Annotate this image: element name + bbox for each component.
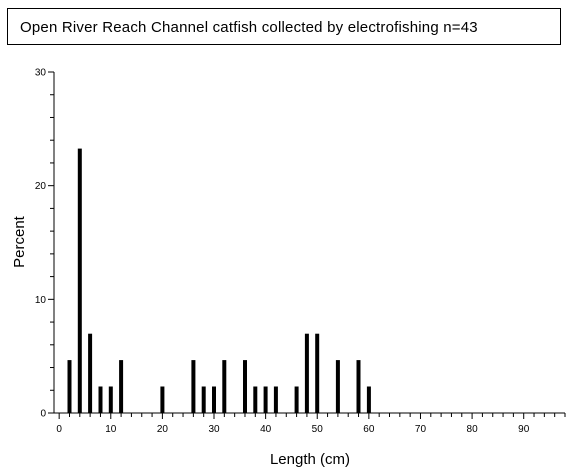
- plot-frame: [53, 72, 565, 414]
- y-tick-label: 30: [35, 68, 47, 79]
- histogram-bar: [304, 333, 309, 413]
- bar-series: [67, 148, 371, 413]
- histogram-bar: [253, 386, 258, 413]
- chart-title: Open River Reach Channel catfish collect…: [20, 19, 478, 36]
- histogram-bar: [98, 386, 103, 413]
- histogram-bar: [160, 386, 165, 413]
- histogram-bar: [222, 360, 227, 413]
- histogram-bar: [315, 333, 320, 413]
- histogram-bar: [356, 360, 361, 413]
- x-tick-label: 60: [363, 424, 375, 435]
- histogram-bar: [263, 386, 268, 413]
- histogram-bar: [212, 386, 216, 413]
- x-tick-label: 50: [312, 424, 324, 435]
- x-axis-title: Length (cm): [270, 451, 350, 468]
- histogram-bar: [108, 386, 113, 413]
- histogram-bar: [335, 360, 340, 413]
- x-axis: 0 10 20 30 40 50 60 70 80 90: [56, 413, 566, 435]
- histogram-bar: [366, 386, 371, 413]
- x-tick-label: 20: [157, 424, 169, 435]
- chart-title-box: Open River Reach Channel catfish collect…: [7, 8, 561, 45]
- x-tick-label: 90: [518, 424, 530, 435]
- x-tick-label: 0: [56, 424, 62, 435]
- histogram-bar: [201, 386, 206, 413]
- x-tick-label: 30: [208, 424, 220, 435]
- y-tick-label: 20: [35, 181, 47, 192]
- x-tick-label: 40: [260, 424, 272, 435]
- histogram-bar: [191, 360, 196, 413]
- histogram-bar: [243, 360, 247, 413]
- histogram-bar: [119, 360, 124, 413]
- histogram-bar: [273, 386, 278, 413]
- x-tick-label: 70: [415, 424, 427, 435]
- x-tick-label: 80: [467, 424, 479, 435]
- histogram-bar: [88, 333, 93, 413]
- y-tick-label: 10: [35, 295, 47, 306]
- y-tick-label: 0: [40, 409, 46, 420]
- x-tick-label: 10: [105, 424, 117, 435]
- histogram-bar: [67, 360, 72, 413]
- histogram-bar: [77, 148, 82, 413]
- y-axis-title: Percent: [11, 215, 28, 268]
- y-axis: 0 10 20 30: [35, 68, 54, 420]
- histogram-bar: [294, 386, 299, 413]
